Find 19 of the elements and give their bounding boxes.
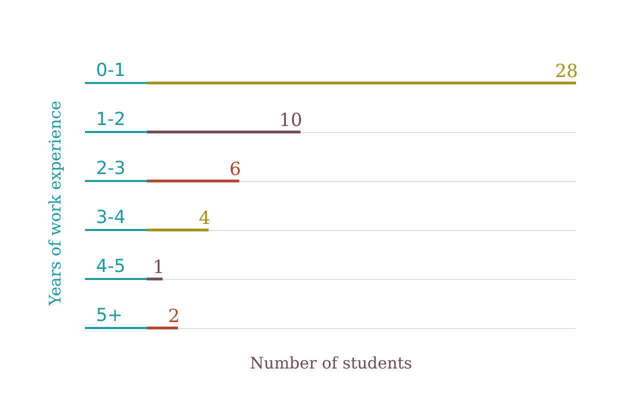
data-label: 6 bbox=[229, 159, 241, 180]
data-label: 1 bbox=[152, 257, 164, 278]
y-axis-title: Years of work experience bbox=[46, 100, 64, 306]
y-tick-label: 0-1 bbox=[96, 60, 126, 81]
x-axis-title: Number of students bbox=[250, 354, 412, 372]
y-tick-label: 1-2 bbox=[96, 109, 126, 130]
bar bbox=[147, 130, 301, 134]
data-label: 28 bbox=[555, 61, 578, 82]
y-tick-label: 4-5 bbox=[96, 256, 126, 277]
bar bbox=[147, 278, 163, 280]
bar bbox=[147, 228, 209, 232]
bar bbox=[147, 326, 178, 330]
bar bbox=[147, 180, 240, 182]
data-label: 4 bbox=[198, 208, 210, 229]
y-tick-label: 3-4 bbox=[96, 207, 126, 228]
y-tick-label: 5+ bbox=[96, 305, 123, 326]
data-label: 10 bbox=[279, 110, 302, 131]
data-label: 2 bbox=[168, 306, 180, 327]
y-tick-label: 2-3 bbox=[96, 158, 126, 179]
